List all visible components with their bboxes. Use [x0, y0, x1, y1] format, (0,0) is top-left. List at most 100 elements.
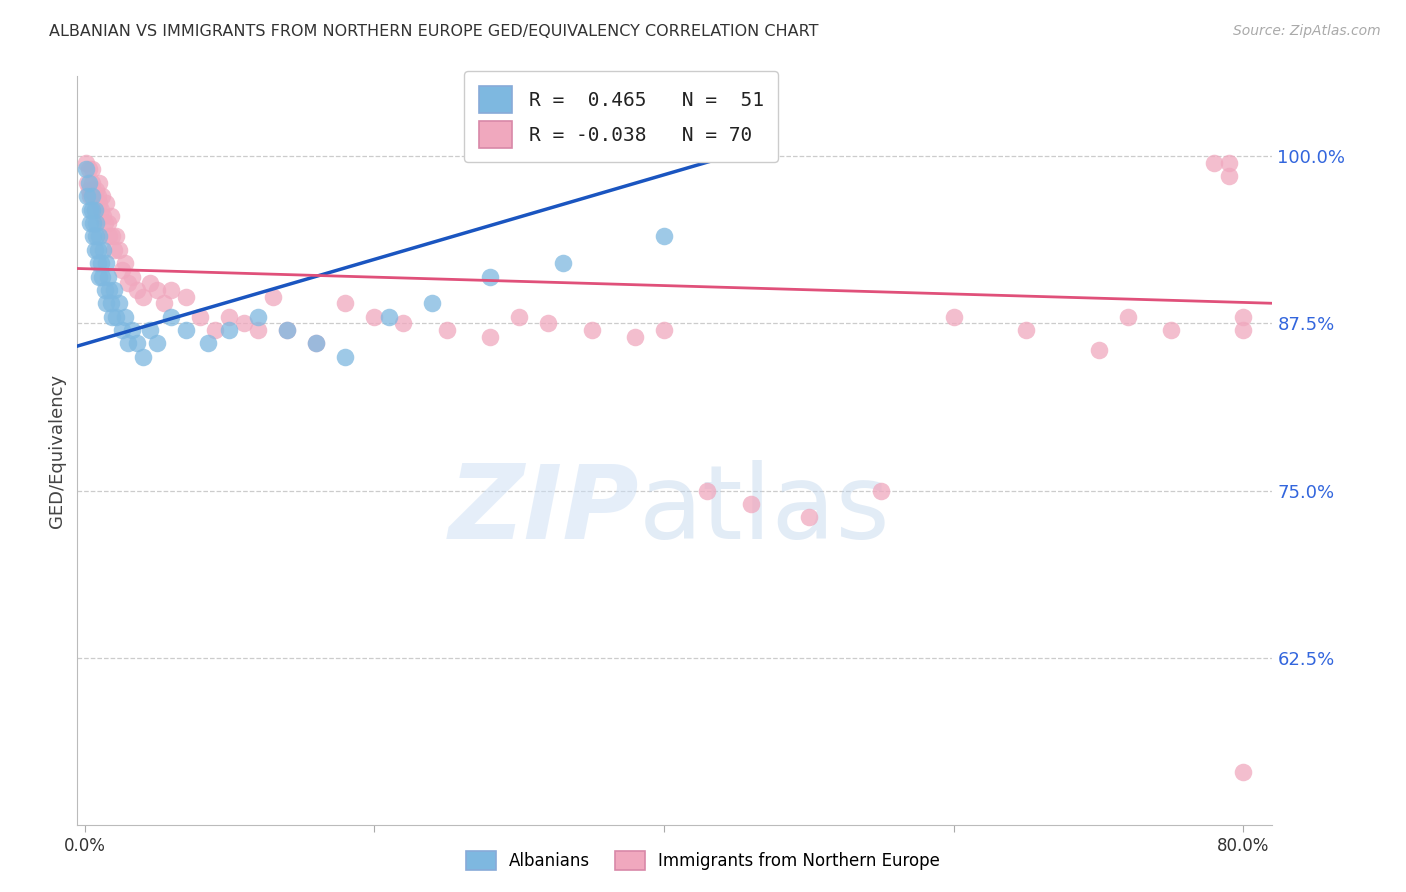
Point	[335, 296, 357, 310]
Point	[84, 183, 107, 197]
Point	[131, 350, 153, 364]
Point	[117, 336, 139, 351]
Point	[83, 189, 105, 203]
Point	[420, 296, 443, 310]
Point	[100, 296, 122, 310]
Point	[218, 323, 240, 337]
Point	[97, 216, 120, 230]
Point	[160, 310, 183, 324]
Point	[76, 176, 98, 190]
Point	[1204, 156, 1226, 170]
Point	[89, 202, 111, 217]
Point	[146, 283, 169, 297]
Point	[1232, 764, 1254, 779]
Point	[652, 229, 675, 244]
Point	[305, 336, 328, 351]
Point	[100, 210, 122, 224]
Point	[174, 289, 197, 303]
Point	[479, 330, 502, 344]
Point	[131, 289, 153, 303]
Point	[276, 323, 298, 337]
Point	[247, 323, 270, 337]
Point	[117, 276, 139, 290]
Point	[363, 310, 385, 324]
Point	[75, 162, 97, 177]
Point	[84, 216, 107, 230]
Point	[551, 256, 574, 270]
Point	[160, 283, 183, 297]
Point	[111, 263, 134, 277]
Point	[870, 483, 893, 498]
Point	[87, 229, 110, 244]
Point	[153, 296, 176, 310]
Text: ZIP: ZIP	[449, 460, 640, 561]
Point	[94, 283, 117, 297]
Point	[98, 229, 121, 244]
Point	[1087, 343, 1109, 358]
Point	[1116, 310, 1139, 324]
Point	[652, 323, 675, 337]
Point	[232, 317, 254, 331]
Point	[96, 256, 118, 270]
Point	[82, 216, 104, 230]
Point	[105, 310, 128, 324]
Legend: Albanians, Immigrants from Northern Europe: Albanians, Immigrants from Northern Euro…	[458, 844, 948, 877]
Text: atlas: atlas	[640, 460, 891, 561]
Point	[96, 196, 118, 211]
Point	[740, 497, 762, 511]
Point	[82, 229, 104, 244]
Point	[87, 176, 110, 190]
Point	[80, 202, 103, 217]
Point	[101, 229, 124, 244]
Point	[1015, 323, 1038, 337]
Point	[1232, 310, 1254, 324]
Point	[174, 323, 197, 337]
Point	[121, 323, 143, 337]
Point	[108, 296, 131, 310]
Point	[479, 269, 502, 284]
Point	[139, 323, 162, 337]
Point	[80, 162, 103, 177]
Point	[108, 243, 131, 257]
Point	[247, 310, 270, 324]
Point	[114, 310, 136, 324]
Point	[101, 310, 124, 324]
Point	[76, 189, 98, 203]
Point	[436, 323, 458, 337]
Y-axis label: GED/Equivalency: GED/Equivalency	[48, 374, 66, 527]
Point	[378, 310, 401, 324]
Point	[942, 310, 965, 324]
Point	[696, 483, 718, 498]
Point	[125, 336, 148, 351]
Point	[392, 317, 415, 331]
Point	[79, 202, 101, 217]
Point	[96, 296, 118, 310]
Point	[624, 330, 647, 344]
Point	[83, 243, 105, 257]
Point	[87, 196, 110, 211]
Point	[98, 283, 121, 297]
Point	[79, 216, 101, 230]
Point	[103, 243, 125, 257]
Point	[581, 323, 603, 337]
Point	[93, 210, 115, 224]
Point	[84, 229, 107, 244]
Point	[77, 183, 100, 197]
Point	[77, 162, 100, 177]
Point	[797, 510, 820, 524]
Point	[204, 323, 226, 337]
Point	[75, 156, 97, 170]
Point	[1218, 156, 1240, 170]
Point	[86, 189, 108, 203]
Point	[86, 243, 108, 257]
Text: ALBANIAN VS IMMIGRANTS FROM NORTHERN EUROPE GED/EQUIVALENCY CORRELATION CHART: ALBANIAN VS IMMIGRANTS FROM NORTHERN EUR…	[49, 24, 818, 39]
Point	[190, 310, 212, 324]
Point	[1232, 323, 1254, 337]
Point	[197, 336, 219, 351]
Point	[335, 350, 357, 364]
Point	[537, 317, 560, 331]
Point	[146, 336, 169, 351]
Point	[80, 176, 103, 190]
Legend: R =  0.465   N =  51, R = -0.038   N = 70: R = 0.465 N = 51, R = -0.038 N = 70	[464, 71, 779, 162]
Point	[103, 283, 125, 297]
